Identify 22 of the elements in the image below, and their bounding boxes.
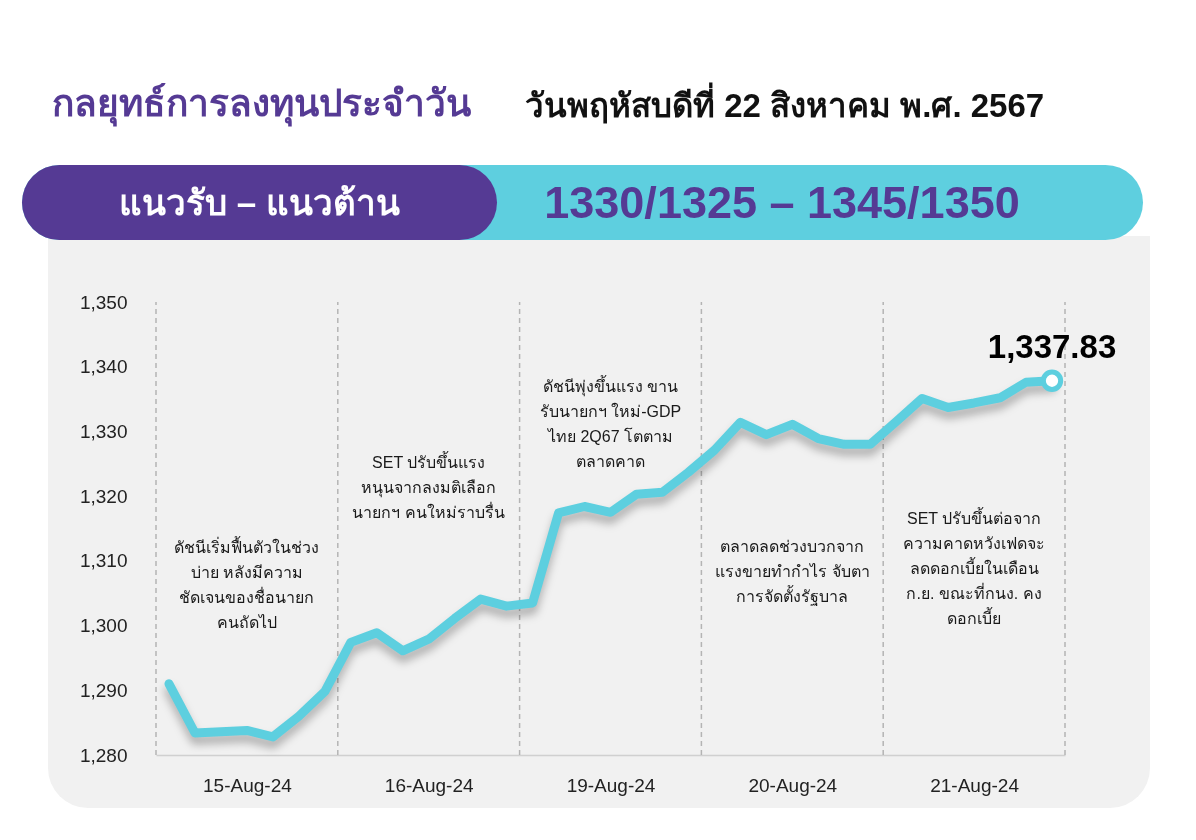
data-label: 1,337.83: [987, 327, 1117, 365]
y-tick-label: 1,330: [79, 420, 128, 442]
y-tick-label: 1,310: [79, 550, 128, 572]
y-tick-label: 1,350: [79, 291, 128, 313]
y-tick-label: 1,300: [79, 615, 128, 637]
annotation: ตลาดลดช่วงบวกจาก แรงขายทำกำไร จับตา การจัดตั้งรัฐบาล: [715, 538, 870, 607]
x-tick-label: 15-Aug-24: [203, 774, 293, 796]
y-tick-label: 1,290: [79, 679, 128, 701]
y-tick-label: 1,320: [79, 485, 128, 507]
annotation: ดัชนีพุ่งขึ้นแรง ขาน รับนายกฯ ใหม่-GDP ไทย 2Q67 โตตาม ตลาดคาด: [539, 375, 682, 471]
x-tick-label: 16-Aug-24: [384, 774, 474, 796]
annotation: SET ปรับขึ้นแรง หนุนจากลงมติเลือก นายกฯ คนใหม่ราบรื่น: [352, 451, 505, 522]
annotation: SET ปรับขึ้นต่อจาก ความคาดหวังเฟดจะ ลดดอกเบี้ยในเดือน ก.ย. ขณะที่กนง. คง ดอกเบี้ย: [903, 506, 1046, 627]
text: แนวรับ – แนวต้าน: [119, 182, 400, 224]
x-tick-label: 20-Aug-24: [748, 774, 838, 796]
x-tick-label: 21-Aug-24: [930, 774, 1020, 796]
y-tick-label: 1,280: [79, 744, 128, 766]
text: 1330/1325 – 1345/1350: [544, 176, 1020, 229]
chart-title: กลยุทธ์การลงทุนประจำวัน: [52, 82, 471, 127]
annotation: ดัชนีเริ่มฟื้นตัวในช่วง บ่าย หลังมีความ ชัดเจนของชื่อนายก คนถัดไป: [174, 535, 320, 631]
x-tick-label: 19-Aug-24: [566, 774, 656, 796]
y-tick-label: 1,340: [79, 356, 128, 378]
